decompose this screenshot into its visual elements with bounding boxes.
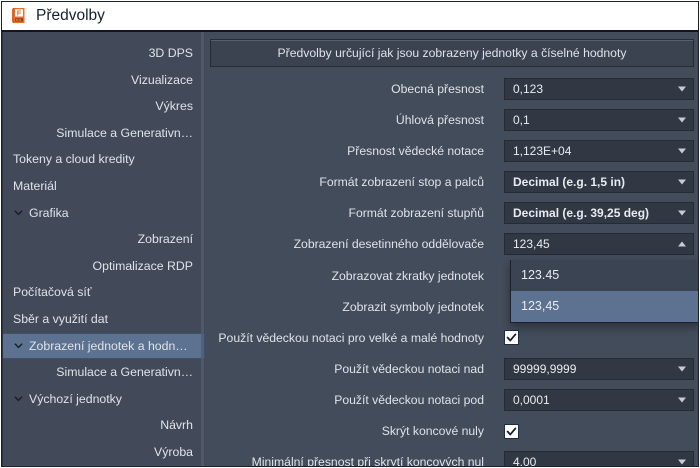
svg-text:F: F — [17, 9, 22, 18]
svg-text:FUS.: FUS. — [16, 19, 23, 22]
